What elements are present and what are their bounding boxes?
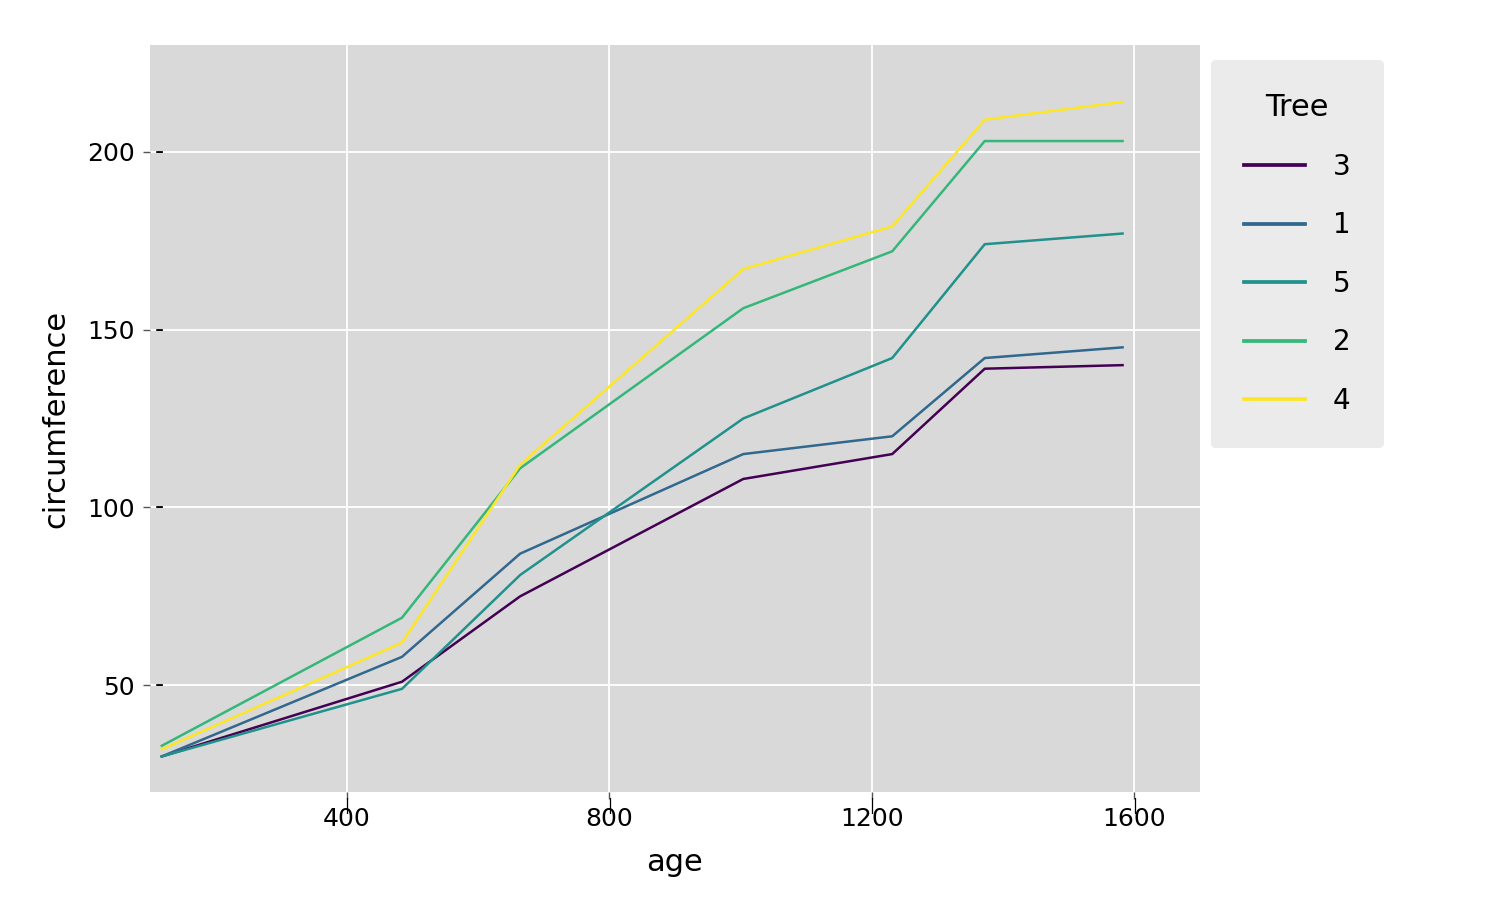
5 [884,353,902,364]
4 [393,637,411,648]
5 [1113,228,1131,238]
Line: 2: 2 [162,141,1122,746]
1 [393,652,411,662]
3 [735,473,752,484]
3 [975,364,993,374]
Text: |: | [608,797,612,814]
X-axis label: age: age [646,848,704,877]
Text: -: - [147,140,165,164]
5 [153,751,171,761]
2 [884,246,902,256]
Line: 4: 4 [162,102,1122,750]
1 [512,548,530,559]
5 [735,413,752,424]
3 [153,751,171,761]
4 [735,264,752,274]
2 [1113,136,1131,147]
Text: |: | [1132,797,1137,814]
2 [735,302,752,313]
Text: -: - [147,673,165,698]
1 [1113,342,1131,353]
3 [393,676,411,687]
Text: -: - [147,495,165,519]
4 [975,114,993,125]
1 [153,751,171,761]
1 [884,431,902,442]
5 [393,683,411,694]
4 [884,221,902,232]
4 [512,459,530,470]
3 [512,591,530,602]
5 [512,570,530,580]
3 [884,449,902,460]
1 [975,353,993,364]
Y-axis label: circumference: circumference [42,310,70,527]
2 [393,612,411,623]
Text: |: | [870,797,874,814]
2 [153,741,171,751]
Text: |: | [345,797,350,814]
Line: 5: 5 [162,233,1122,756]
3 [1113,360,1131,371]
1 [735,449,752,460]
2 [975,136,993,147]
4 [1113,96,1131,107]
2 [512,463,530,473]
4 [153,744,171,755]
Line: 3: 3 [162,365,1122,756]
5 [975,238,993,249]
Text: -: - [147,318,165,342]
Legend: 3, 1, 5, 2, 4: 3, 1, 5, 2, 4 [1210,60,1384,448]
Line: 1: 1 [162,347,1122,756]
